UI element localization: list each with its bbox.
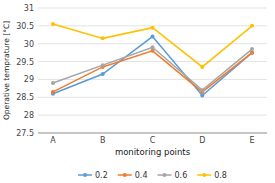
legend-marker (83, 173, 87, 177)
grid-line (38, 115, 267, 116)
point (250, 47, 254, 51)
series-line (53, 24, 252, 67)
plot-area (38, 8, 267, 133)
series-line (53, 37, 252, 96)
x-tick-label: C (150, 136, 156, 145)
legend-marker (123, 173, 127, 177)
legend-label: 0.4 (135, 171, 148, 180)
legend-label: 0.8 (214, 171, 227, 180)
point (101, 63, 105, 67)
y-axis-label: Operative temprature [°C] (2, 21, 11, 120)
grid-line (38, 8, 267, 9)
grid-line (38, 43, 267, 44)
legend-marker (202, 173, 206, 177)
y-tick-label: 29 (24, 75, 34, 84)
legend-label: 0.6 (175, 171, 188, 180)
legend-entry: 0.4 (118, 171, 148, 180)
legend-entry: 0.6 (158, 171, 188, 180)
x-axis-line (38, 133, 267, 134)
point (250, 51, 254, 55)
point (200, 88, 204, 92)
point (151, 26, 155, 30)
chart: 27.5 28 28.5 29 29.5 30 30.5 31 A B C D Emonitoring … (0, 0, 275, 183)
point (200, 94, 204, 98)
data-group (51, 22, 254, 97)
y-tick-label: 28 (24, 111, 34, 120)
x-axis-label: monitoring points (115, 147, 191, 157)
point (151, 35, 155, 39)
legend-marker (163, 173, 167, 177)
point (101, 72, 105, 76)
series-line (53, 51, 252, 92)
legend: 0.2 0.4 0.6 0.8 (78, 171, 227, 180)
y-tick-label: 30.5 (16, 22, 34, 31)
grid-line (38, 133, 267, 134)
point (250, 51, 254, 55)
point (250, 24, 254, 28)
grid-line (38, 61, 267, 62)
x-tick-label: E (250, 136, 255, 145)
x-tick-label: D (199, 136, 205, 145)
point (51, 81, 55, 85)
series-line (53, 47, 252, 90)
point (51, 22, 55, 26)
grid-line (38, 79, 267, 80)
legend-label: 0.2 (95, 171, 108, 180)
y-tick-label: 28.5 (16, 93, 34, 102)
y-tick-label: 29.5 (16, 58, 34, 67)
legend-entry: 0.2 (78, 171, 108, 180)
y-tick-label: 27.5 (16, 129, 34, 138)
point (200, 65, 204, 69)
x-tick-label: B (100, 136, 106, 145)
point (151, 45, 155, 49)
legend-entry: 0.8 (197, 171, 227, 180)
x-tick-label: A (50, 136, 56, 145)
point (51, 90, 55, 94)
y-tick-label: 31 (24, 4, 34, 13)
point (101, 36, 105, 40)
y-tick-label: 30 (24, 40, 34, 49)
grid-line (38, 97, 267, 98)
